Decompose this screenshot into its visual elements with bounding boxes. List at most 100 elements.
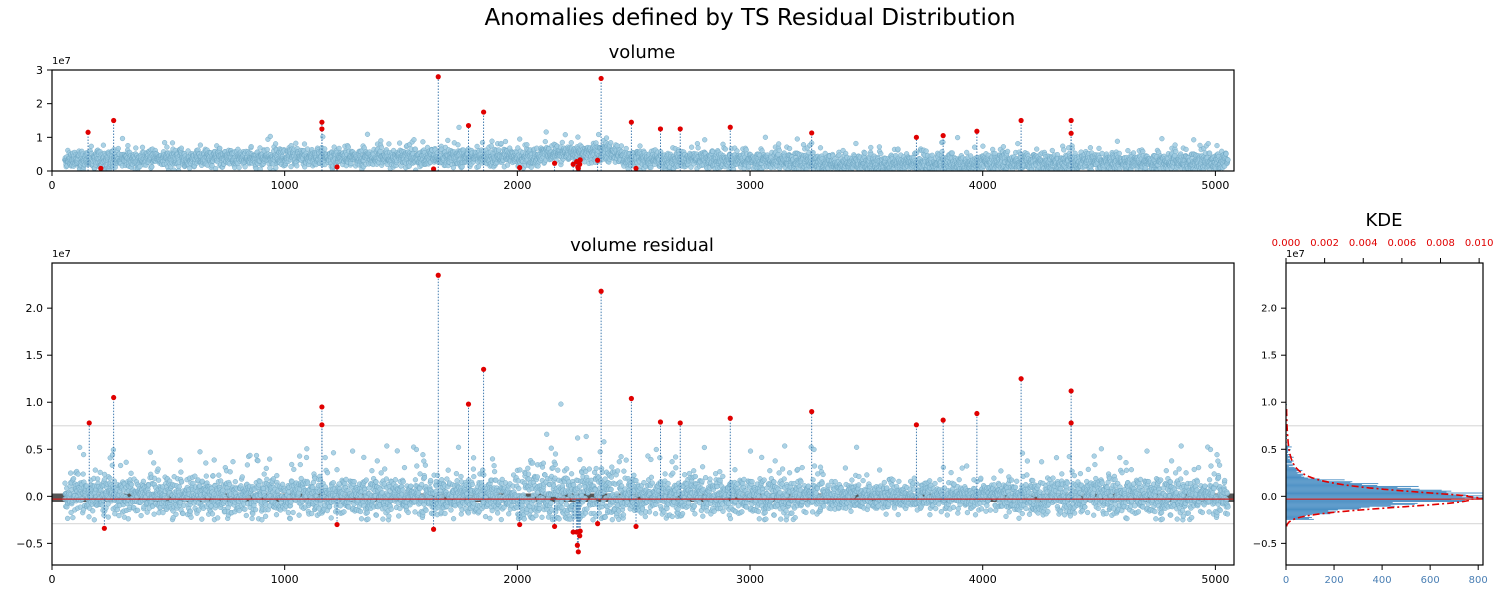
volume-point-1109 bbox=[320, 134, 326, 140]
volume-point-4819 bbox=[1183, 146, 1189, 153]
volume-point-2065 bbox=[542, 139, 548, 145]
volume-point-1836 bbox=[489, 138, 495, 144]
volume-point-4772 bbox=[1172, 142, 1178, 148]
volume-point-1179 bbox=[336, 145, 342, 152]
volume-point-4991 bbox=[1223, 151, 1229, 157]
volume-point-439 bbox=[164, 144, 170, 150]
volume-point-166 bbox=[100, 142, 107, 148]
volume-point-3464 bbox=[868, 144, 874, 151]
volume-point-3068 bbox=[776, 141, 782, 147]
volume-point-4852 bbox=[1191, 137, 1197, 143]
volume-point-1955 bbox=[517, 136, 523, 142]
volume-point-305 bbox=[133, 145, 139, 151]
volume-point-374 bbox=[149, 164, 155, 170]
volume-point-4096 bbox=[1015, 141, 1021, 147]
volume-point-801 bbox=[248, 144, 254, 150]
volume-point-4330 bbox=[1069, 146, 1075, 152]
volume-point-749 bbox=[236, 165, 242, 171]
volume-point-2694 bbox=[688, 144, 695, 150]
volume-point-2346 bbox=[608, 140, 614, 146]
volume-point-1117 bbox=[322, 146, 328, 152]
volume-point-993 bbox=[293, 140, 299, 146]
volume-point-3581 bbox=[895, 146, 901, 152]
volume-point-248 bbox=[119, 135, 126, 142]
volume-point-1875 bbox=[498, 140, 504, 147]
volume-point-883 bbox=[267, 133, 273, 140]
volume-point-1894 bbox=[502, 138, 509, 145]
volume-point-2294 bbox=[595, 131, 602, 138]
volume-point-1358 bbox=[378, 138, 384, 144]
volume-point-3400 bbox=[853, 140, 859, 147]
volume-point-870 bbox=[264, 146, 270, 153]
volume-point-3893 bbox=[967, 153, 974, 159]
volume-point-4775 bbox=[1173, 148, 1179, 155]
volume-point-4244 bbox=[1049, 147, 1055, 154]
volume-point-4034 bbox=[1000, 144, 1007, 150]
volume-point-1393 bbox=[386, 141, 392, 147]
volume-point-429 bbox=[162, 140, 168, 146]
volume-point-2138 bbox=[559, 139, 565, 146]
volume-point-1646 bbox=[445, 137, 451, 144]
volume-point-2472 bbox=[637, 143, 643, 149]
volume-point-4715 bbox=[1159, 136, 1165, 142]
volume-point-501 bbox=[178, 145, 185, 151]
volume-point-3814 bbox=[949, 150, 955, 156]
volume-point-4952 bbox=[1214, 143, 1220, 149]
volume-point-2839 bbox=[722, 146, 729, 152]
volume-point-648 bbox=[213, 166, 219, 171]
volume-point-2722 bbox=[695, 145, 701, 151]
volume-point-4524 bbox=[1114, 138, 1121, 144]
volume-point-2034 bbox=[535, 163, 541, 169]
volume-point-4914 bbox=[1205, 141, 1211, 147]
volume-point-1361 bbox=[378, 144, 385, 150]
volume-point-463 bbox=[169, 140, 176, 146]
volume-plot-area bbox=[62, 74, 1231, 171]
volume-point-2719 bbox=[694, 141, 701, 147]
volume-point-1865 bbox=[496, 147, 502, 153]
volume-point-114 bbox=[88, 143, 94, 149]
volume-point-3248 bbox=[817, 145, 824, 151]
volume-point-1508 bbox=[413, 167, 419, 171]
volume-point-1903 bbox=[505, 162, 511, 168]
volume-point-1690 bbox=[455, 142, 461, 148]
volume-point-3439 bbox=[862, 150, 868, 156]
volume-point-3702 bbox=[923, 148, 929, 154]
volume-point-972 bbox=[288, 164, 294, 170]
volume-point-4408 bbox=[1087, 145, 1094, 151]
volume-point-2151 bbox=[562, 132, 568, 138]
volume-point-1539 bbox=[420, 139, 426, 145]
volume-point-666 bbox=[217, 145, 223, 151]
volume-point-2177 bbox=[568, 140, 574, 146]
volume-point-4593 bbox=[1130, 150, 1137, 156]
volume-point-3837 bbox=[954, 135, 961, 141]
volume-point-230 bbox=[115, 145, 121, 152]
volume-point-1795 bbox=[479, 140, 486, 146]
volume-point-4569 bbox=[1125, 148, 1131, 154]
volume-point-775 bbox=[242, 164, 248, 170]
volume-point-3946 bbox=[980, 143, 986, 149]
volume-point-2413 bbox=[623, 145, 629, 152]
volume-point-3115 bbox=[786, 145, 793, 152]
volume-point-1986 bbox=[524, 142, 530, 148]
volume-point-1439 bbox=[397, 140, 403, 146]
volume-point-4445 bbox=[1096, 145, 1102, 152]
volume-point-4293 bbox=[1061, 147, 1067, 153]
volume-point-334 bbox=[139, 144, 146, 150]
volume-point-907 bbox=[273, 165, 279, 171]
volume-point-4412 bbox=[1088, 167, 1094, 171]
volume-point-3011 bbox=[762, 134, 769, 140]
volume-point-2205 bbox=[575, 134, 581, 140]
figure-suptitle: Anomalies defined by TS Residual Distrib… bbox=[484, 5, 1015, 31]
volume-point-469 bbox=[171, 167, 177, 171]
volume-point-1778 bbox=[475, 164, 482, 170]
volume-point-583 bbox=[197, 142, 204, 148]
volume-point-4532 bbox=[1116, 150, 1122, 157]
volume-point-2328 bbox=[603, 135, 610, 141]
volume-point-2392 bbox=[618, 143, 625, 149]
volume-point-271 bbox=[125, 143, 131, 149]
volume-point-1507 bbox=[412, 146, 419, 152]
volume-point-840 bbox=[257, 166, 263, 171]
volume-point-3770 bbox=[939, 149, 945, 155]
volume-point-4052 bbox=[1004, 148, 1011, 155]
